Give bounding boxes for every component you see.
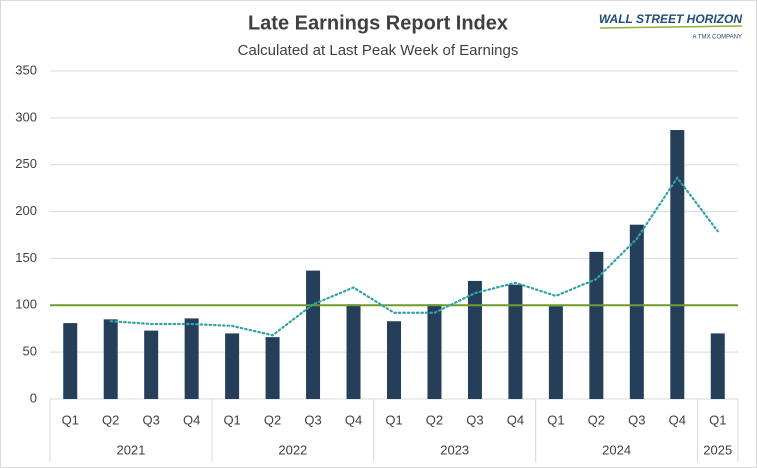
x-tick-label: Q1 [709, 412, 726, 427]
x-tick-label: Q4 [183, 412, 200, 427]
x-group-label: 2021 [116, 442, 145, 457]
x-group-label: 2025 [703, 442, 732, 457]
x-tick-label: Q3 [143, 412, 160, 427]
bar [63, 323, 78, 399]
chart-subtitle: Calculated at Last Peak Week of Earnings [238, 42, 519, 59]
x-tick-label: Q4 [669, 412, 686, 427]
x-tick-label: Q1 [62, 412, 79, 427]
logo-tagline: A TMX COMPANY [693, 35, 742, 41]
trend-line [109, 175, 719, 337]
bar [306, 270, 321, 399]
x-tick-label: Q2 [588, 412, 605, 427]
x-tick-label: Q2 [102, 412, 119, 427]
bar [184, 318, 199, 399]
x-tick-label: Q2 [264, 412, 281, 427]
x-tick-label: Q1 [223, 412, 240, 427]
x-tick-label: Q3 [628, 412, 645, 427]
bar [467, 280, 482, 399]
logo-swoosh [599, 25, 743, 29]
logo-name: WALL STREET HORIZON [599, 12, 742, 26]
x-group-label: 2024 [602, 442, 631, 457]
y-tick-label: 100 [15, 297, 37, 312]
y-tick-label: 0 [30, 390, 37, 405]
x-tick-label: Q4 [507, 412, 524, 427]
bar [265, 337, 280, 399]
y-tick-label: 350 [15, 62, 37, 77]
bar [548, 306, 563, 399]
x-tick-label: Q1 [547, 412, 564, 427]
x-tick-label: Q1 [385, 412, 402, 427]
bar [710, 333, 725, 399]
bar [144, 330, 159, 399]
x-group-label: 2022 [278, 442, 307, 457]
y-tick-label: 250 [15, 156, 37, 171]
x-group-label: 2023 [440, 442, 469, 457]
chart-title: Late Earnings Report Index [248, 12, 508, 34]
y-tick-label: 150 [15, 250, 37, 265]
bar [427, 304, 442, 399]
bar [346, 304, 361, 399]
bar [508, 284, 523, 399]
bar [589, 251, 604, 399]
x-tick-label: Q2 [426, 412, 443, 427]
y-tick-label: 50 [23, 344, 37, 359]
x-tick-label: Q3 [466, 412, 483, 427]
bar [225, 333, 240, 399]
y-tick-label: 300 [15, 109, 37, 124]
bar [670, 130, 685, 400]
x-tick-label: Q4 [345, 412, 362, 427]
bar [629, 224, 644, 399]
bar [103, 319, 118, 399]
x-tick-label: Q3 [304, 412, 321, 427]
bar [387, 321, 401, 399]
y-tick-label: 200 [15, 203, 37, 218]
